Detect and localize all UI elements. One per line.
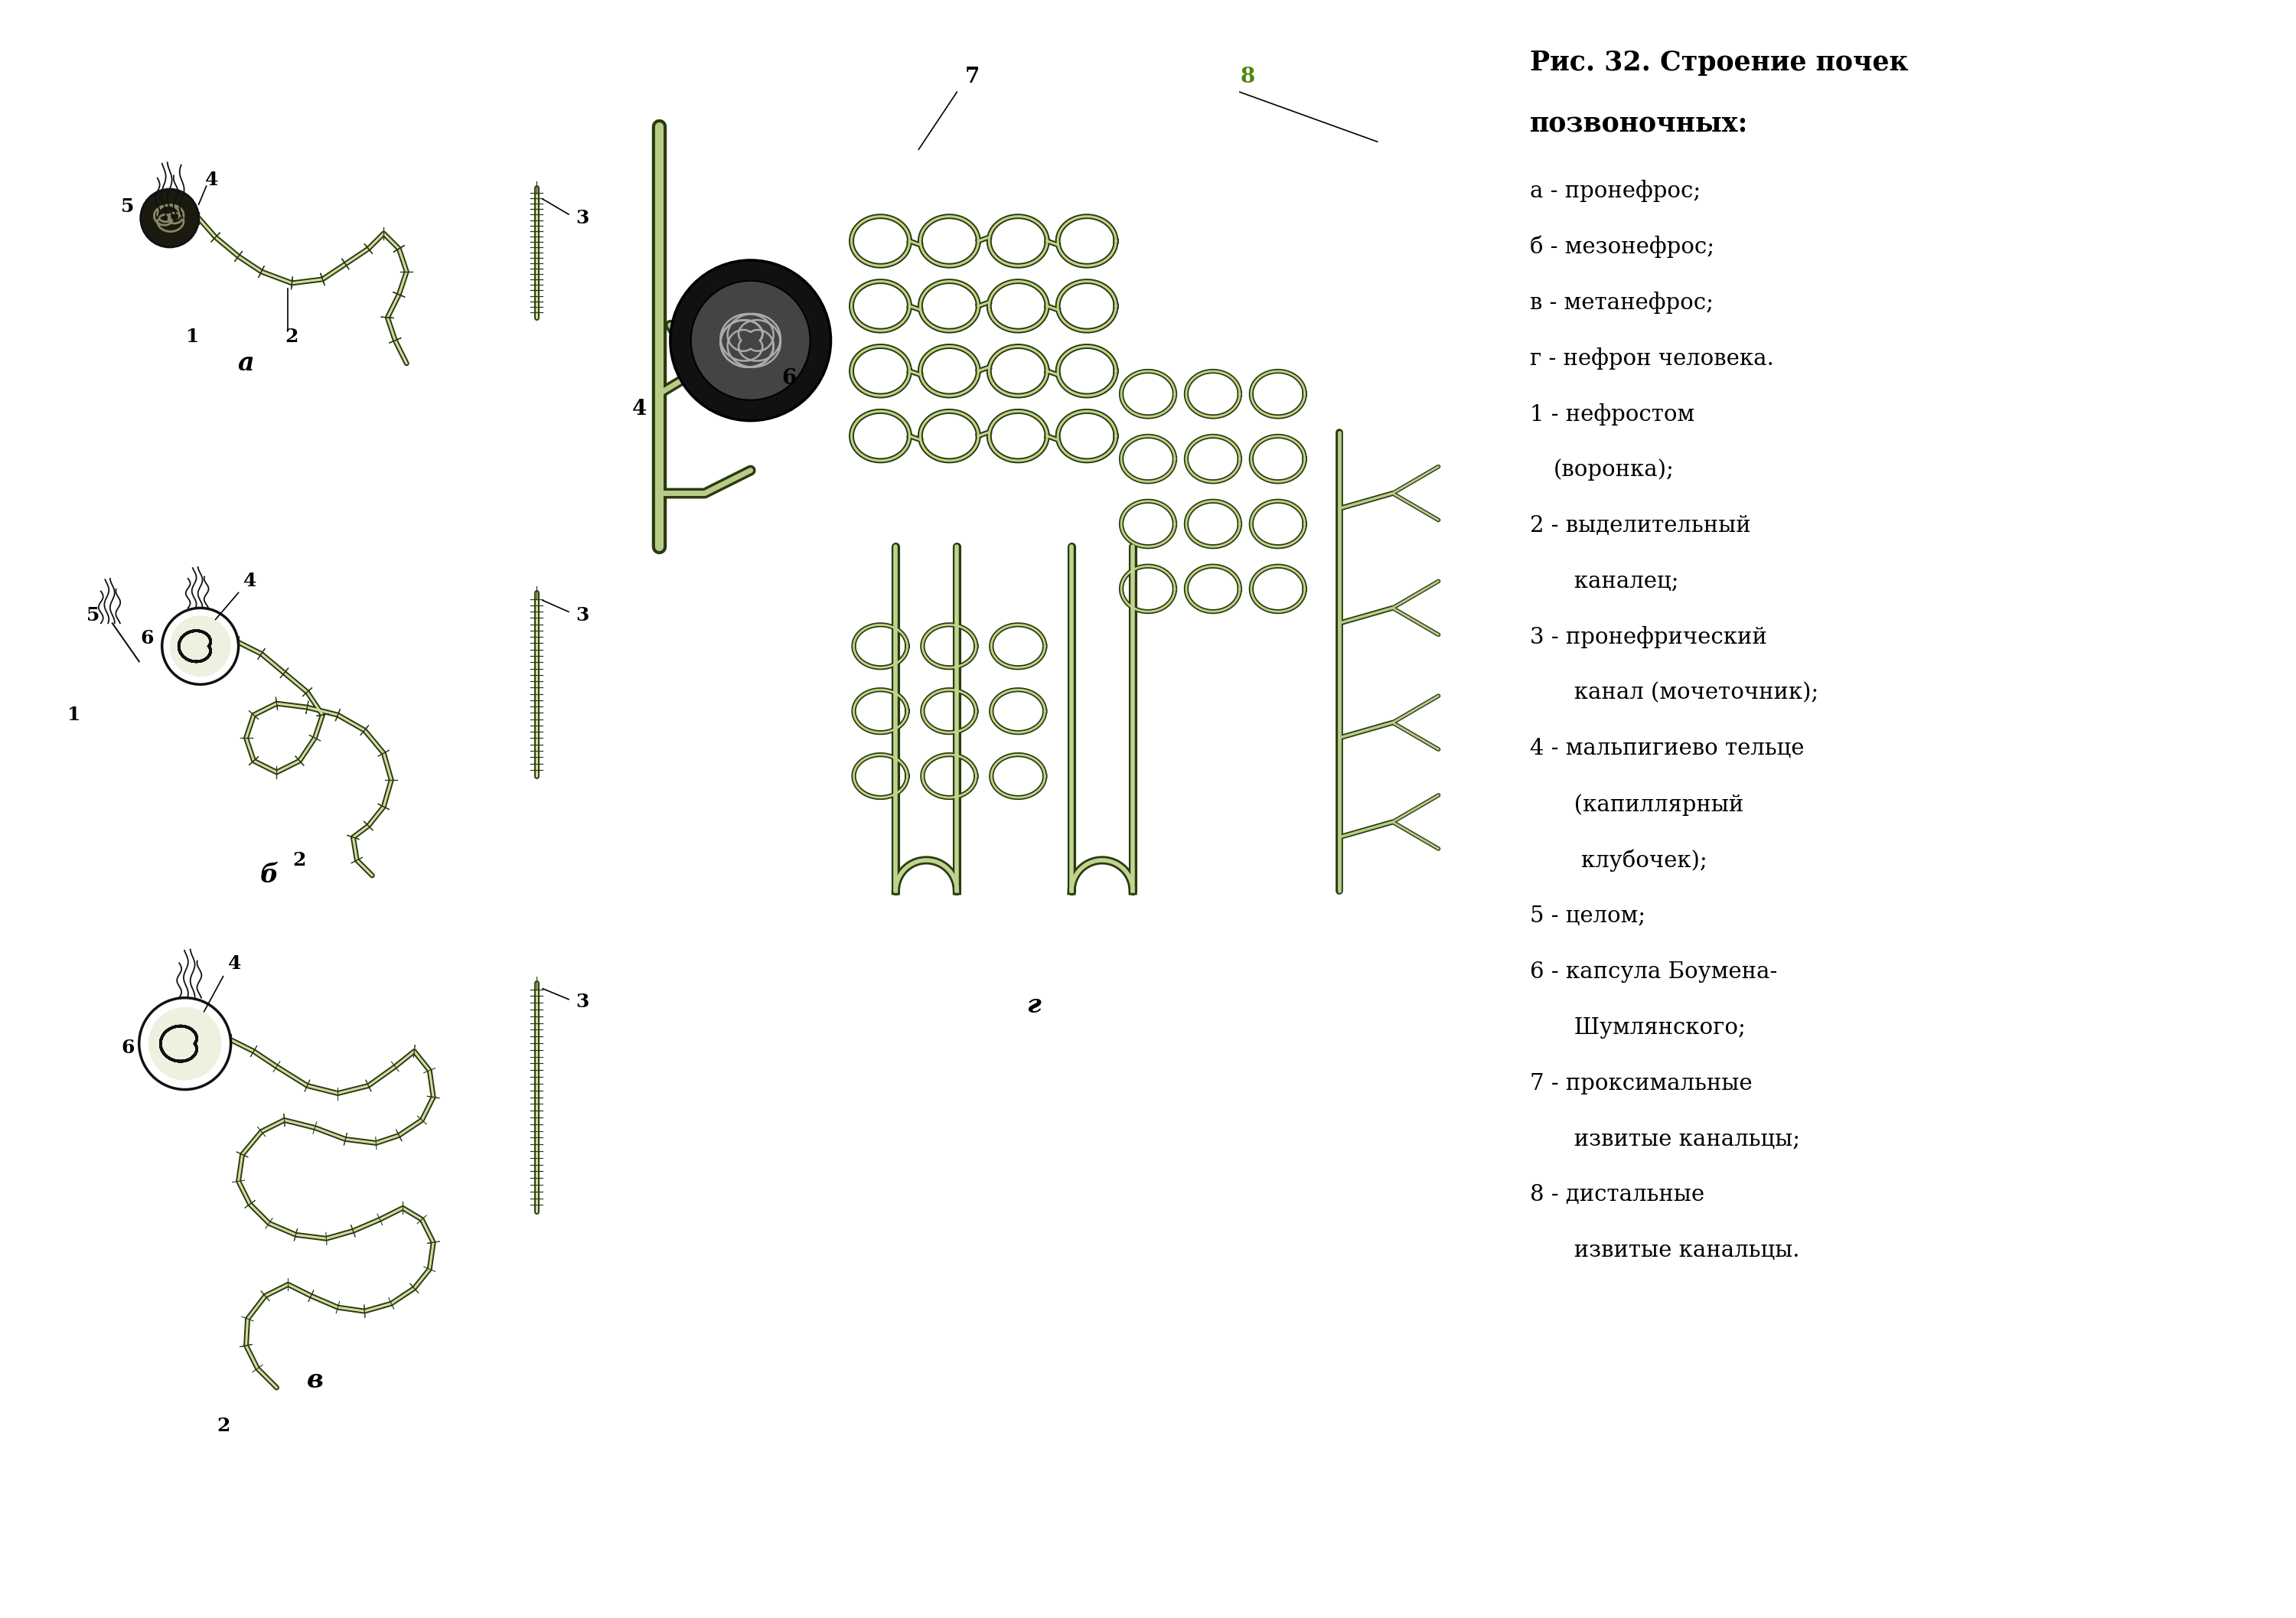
Text: 4: 4 bbox=[227, 955, 241, 972]
Circle shape bbox=[670, 260, 831, 421]
Text: 1: 1 bbox=[67, 705, 80, 725]
Text: г: г bbox=[1026, 993, 1040, 1018]
Text: б: б bbox=[259, 862, 278, 888]
Text: 6: 6 bbox=[140, 629, 154, 647]
Text: 3: 3 bbox=[576, 992, 590, 1011]
Text: 4: 4 bbox=[631, 400, 647, 419]
Text: а - пронефрос;: а - пронефрос; bbox=[1529, 180, 1701, 202]
Circle shape bbox=[149, 1006, 223, 1081]
Text: (капиллярный: (капиллярный bbox=[1552, 794, 1745, 815]
Text: 5 - целом;: 5 - целом; bbox=[1529, 906, 1646, 927]
Text: 4: 4 bbox=[243, 573, 257, 591]
Text: 2: 2 bbox=[294, 851, 305, 869]
Circle shape bbox=[163, 608, 239, 684]
Text: 4 - мальпигиево тельце: 4 - мальпигиево тельце bbox=[1529, 738, 1805, 759]
Text: канал (мочеточник);: канал (мочеточник); bbox=[1552, 683, 1818, 704]
Text: б - мезонефрос;: б - мезонефрос; bbox=[1529, 236, 1715, 259]
Text: 4: 4 bbox=[204, 172, 218, 189]
Text: 1: 1 bbox=[186, 327, 200, 346]
Text: Шумлянского;: Шумлянского; bbox=[1552, 1016, 1745, 1039]
Circle shape bbox=[140, 998, 232, 1089]
Text: 8 - дистальные: 8 - дистальные bbox=[1529, 1184, 1704, 1205]
Text: (воронка);: (воронка); bbox=[1552, 460, 1674, 481]
Text: 2 - выделительный: 2 - выделительный bbox=[1529, 515, 1752, 536]
Text: 3 - пронефрический: 3 - пронефрический bbox=[1529, 626, 1768, 649]
Text: 6: 6 bbox=[122, 1039, 133, 1057]
Text: позвоночных:: позвоночных: bbox=[1529, 112, 1750, 138]
Text: извитые канальцы.: извитые канальцы. bbox=[1552, 1239, 1800, 1262]
Text: 2: 2 bbox=[285, 327, 298, 346]
Circle shape bbox=[170, 615, 232, 676]
Text: 5: 5 bbox=[87, 607, 101, 625]
Text: в - метанефрос;: в - метанефрос; bbox=[1529, 291, 1713, 314]
Text: 7: 7 bbox=[964, 66, 980, 87]
Text: 2: 2 bbox=[216, 1417, 230, 1435]
Text: Рис. 32. Строение почек: Рис. 32. Строение почек bbox=[1529, 50, 1908, 76]
Text: каналец;: каналец; bbox=[1552, 571, 1678, 592]
Text: 8: 8 bbox=[1240, 66, 1254, 87]
Text: 6: 6 bbox=[781, 369, 797, 388]
Text: а: а bbox=[239, 351, 255, 375]
Text: клубочек);: клубочек); bbox=[1552, 849, 1708, 872]
Text: 3: 3 bbox=[576, 607, 590, 625]
Text: 1 - нефростом: 1 - нефростом bbox=[1529, 403, 1694, 426]
Text: г - нефрон человека.: г - нефрон человека. bbox=[1529, 348, 1775, 369]
Text: 6 - капсула Боумена-: 6 - капсула Боумена- bbox=[1529, 961, 1777, 982]
Text: в: в bbox=[305, 1367, 324, 1393]
Text: извитые канальцы;: извитые канальцы; bbox=[1552, 1128, 1800, 1150]
Circle shape bbox=[140, 189, 200, 248]
Text: 5: 5 bbox=[122, 197, 133, 215]
Text: 3: 3 bbox=[576, 209, 590, 227]
Circle shape bbox=[691, 282, 810, 400]
Text: 7 - проксимальные: 7 - проксимальные bbox=[1529, 1073, 1752, 1094]
